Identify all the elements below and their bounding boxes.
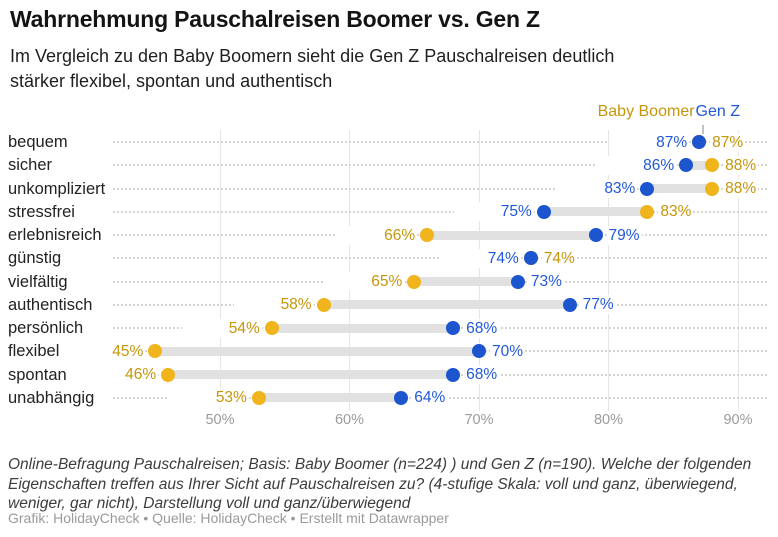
row-dotted-line xyxy=(113,141,767,143)
category-label: spontan xyxy=(8,365,67,384)
x-gridline xyxy=(737,130,739,411)
dumbbell-connector xyxy=(271,323,454,333)
genz-dot[interactable] xyxy=(394,390,409,405)
x-gridline xyxy=(349,130,350,411)
genz-value-label: 64% xyxy=(412,388,448,408)
x-axis-tick-label: 80% xyxy=(593,412,624,428)
genz-value-label: 83% xyxy=(557,179,638,199)
category-label: unabhängig xyxy=(8,388,95,407)
dumbbell-connector xyxy=(686,160,713,170)
genz-value-label: 75% xyxy=(453,202,534,222)
category-label: unkompliziert xyxy=(8,179,106,198)
boomer-value-label: 66% xyxy=(337,225,418,245)
legend: Baby BoomerGen Z xyxy=(598,103,740,121)
boomer-dot[interactable] xyxy=(316,297,331,312)
genz-value-label: 70% xyxy=(490,341,526,361)
boomer-value-label: 88% xyxy=(723,155,759,175)
category-label: authentisch xyxy=(8,295,93,314)
category-label: persönlich xyxy=(8,319,84,338)
boomer-value-label: 54% xyxy=(181,318,262,338)
genz-dot[interactable] xyxy=(536,204,551,219)
dumbbell-connector xyxy=(155,346,479,356)
dumbbell-connector xyxy=(168,370,454,380)
genz-dot[interactable] xyxy=(446,367,461,382)
boomer-value-label: 45% xyxy=(65,341,146,361)
row-dotted-line xyxy=(113,210,767,213)
row-dotted-line xyxy=(113,187,767,190)
boomer-dot[interactable] xyxy=(251,390,266,405)
credit-line: Grafik: HolidayCheck • Quelle: HolidayCh… xyxy=(8,510,449,526)
boomer-dot[interactable] xyxy=(705,181,720,196)
genz-dot[interactable] xyxy=(640,181,655,196)
x-axis-tick-label: 70% xyxy=(464,412,494,428)
genz-value-label: 77% xyxy=(580,295,616,315)
dumbbell-chart: Baby BoomerGen Z 50% 60% 70% 80% 90% bequem 87… xyxy=(0,100,778,440)
legend-item-baby-boomer: Baby Boomer xyxy=(597,103,695,120)
x-gridline xyxy=(478,130,480,411)
boomer-dot[interactable] xyxy=(407,274,422,289)
row-dotted-line xyxy=(113,164,767,167)
chart-title: Wahrnehmung Pauschalreisen Boomer vs. Ge… xyxy=(10,6,540,32)
boomer-dot[interactable] xyxy=(161,367,176,382)
genz-dot[interactable] xyxy=(510,274,525,289)
category-label: günstig xyxy=(8,249,62,268)
boomer-value-label: 58% xyxy=(233,295,314,315)
dumbbell-connector xyxy=(258,393,402,403)
boomer-value-label: 74% xyxy=(541,248,577,268)
legend-pointer-line xyxy=(702,125,704,134)
category-label: bequem xyxy=(8,133,68,151)
genz-value-label: 68% xyxy=(464,365,500,385)
genz-dot[interactable] xyxy=(472,344,486,359)
plot-area: 50% 60% 70% 80% 90% bequem 87% 87% sicher 86% 88% u… xyxy=(0,100,778,440)
genz-dot[interactable] xyxy=(692,135,707,149)
dumbbell-connector xyxy=(414,277,518,287)
boomer-value-label: 53% xyxy=(168,388,249,408)
genz-value-label: 74% xyxy=(440,248,521,268)
boomer-value-label: 65% xyxy=(324,272,405,292)
category-label: vielfältig xyxy=(8,272,68,291)
boomer-dot[interactable] xyxy=(264,321,279,336)
legend-item-gen-z: Gen Z xyxy=(695,103,740,120)
genz-dot[interactable] xyxy=(446,321,461,336)
boomer-value-label: 87% xyxy=(710,132,746,152)
genz-dot[interactable] xyxy=(562,297,577,312)
genz-value-label: 87% xyxy=(609,132,690,152)
genz-value-label: 86% xyxy=(596,155,677,175)
x-gridline xyxy=(608,130,609,411)
dumbbell-connector xyxy=(323,300,570,310)
x-gridline xyxy=(219,130,221,411)
chart-subtitle: Im Vergleich zu den Baby Boomern sieht d… xyxy=(10,46,615,91)
dumbbell-connector xyxy=(543,207,648,217)
category-label: flexibel xyxy=(8,342,60,361)
genz-dot[interactable] xyxy=(588,228,603,243)
boomer-dot[interactable] xyxy=(705,158,720,173)
genz-value-label: 79% xyxy=(606,225,642,245)
boomer-value-label: 83% xyxy=(658,202,694,222)
category-label: erlebnisreich xyxy=(8,226,102,245)
x-axis-tick-label: 50% xyxy=(205,412,235,428)
boomer-dot[interactable] xyxy=(420,228,435,243)
genz-dot[interactable] xyxy=(523,251,538,266)
x-axis-tick-label: 90% xyxy=(723,412,753,428)
category-label: stressfrei xyxy=(8,202,75,221)
dumbbell-connector xyxy=(647,184,713,194)
boomer-dot[interactable] xyxy=(640,204,655,219)
dumbbell-connector xyxy=(427,230,596,240)
row-dotted-line xyxy=(113,257,767,260)
boomer-dot[interactable] xyxy=(148,344,163,359)
genz-value-label: 68% xyxy=(464,318,500,338)
boomer-value-label: 46% xyxy=(78,365,159,385)
genz-dot[interactable] xyxy=(679,158,694,173)
category-label: sicher xyxy=(8,156,53,175)
x-axis-tick-label: 60% xyxy=(334,412,365,428)
source-notes: Online-Befragung Pauschalreisen; Basis: … xyxy=(8,456,752,512)
boomer-value-label: 88% xyxy=(723,179,759,199)
genz-value-label: 73% xyxy=(528,272,564,292)
